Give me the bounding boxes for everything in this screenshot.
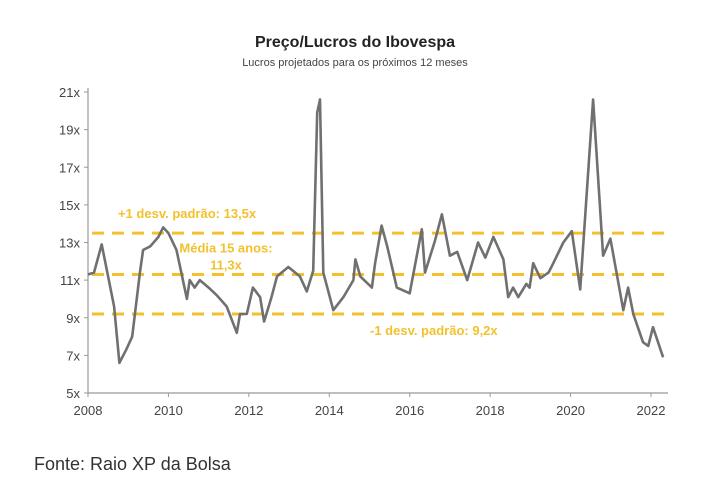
- x-tick-label: 2014: [315, 403, 344, 418]
- chart-subtitle: Lucros projetados para os próximos 12 me…: [242, 57, 468, 69]
- y-tick-label: 17x: [59, 160, 80, 175]
- ref-label-plus-1sd: +1 desv. padrão: 13,5x: [118, 206, 257, 221]
- ref-label-mean-line2: 11,3x: [210, 257, 243, 272]
- y-tick-label: 19x: [59, 123, 80, 138]
- series-line-pe: [87, 98, 665, 365]
- x-tick-label: 2022: [637, 403, 666, 418]
- x-tick-label: 2012: [234, 403, 263, 418]
- y-tick-label: 11x: [60, 273, 80, 288]
- source-note: Fonte: Raio XP da Bolsa: [34, 454, 231, 474]
- x-tick-label: 2008: [74, 403, 103, 418]
- y-tick-label: 5x: [66, 386, 80, 401]
- x-tick-label: 2018: [476, 403, 505, 418]
- ref-label-mean-line1: Média 15 anos:: [179, 240, 272, 255]
- ref-label-minus-1sd: -1 desv. padrão: 9,2x: [370, 323, 498, 338]
- x-tick-label: 2016: [395, 403, 424, 418]
- y-tick-label: 15x: [59, 198, 80, 213]
- y-tick-label: 9x: [66, 311, 80, 326]
- y-tick-label: 13x: [59, 236, 80, 251]
- x-tick-label: 2020: [556, 403, 585, 418]
- y-tick-label: 7x: [66, 348, 80, 363]
- x-tick-label: 2010: [154, 403, 183, 418]
- y-tick-label: 21x: [59, 85, 80, 100]
- chart-title: Preço/Lucros do Ibovespa: [255, 34, 455, 51]
